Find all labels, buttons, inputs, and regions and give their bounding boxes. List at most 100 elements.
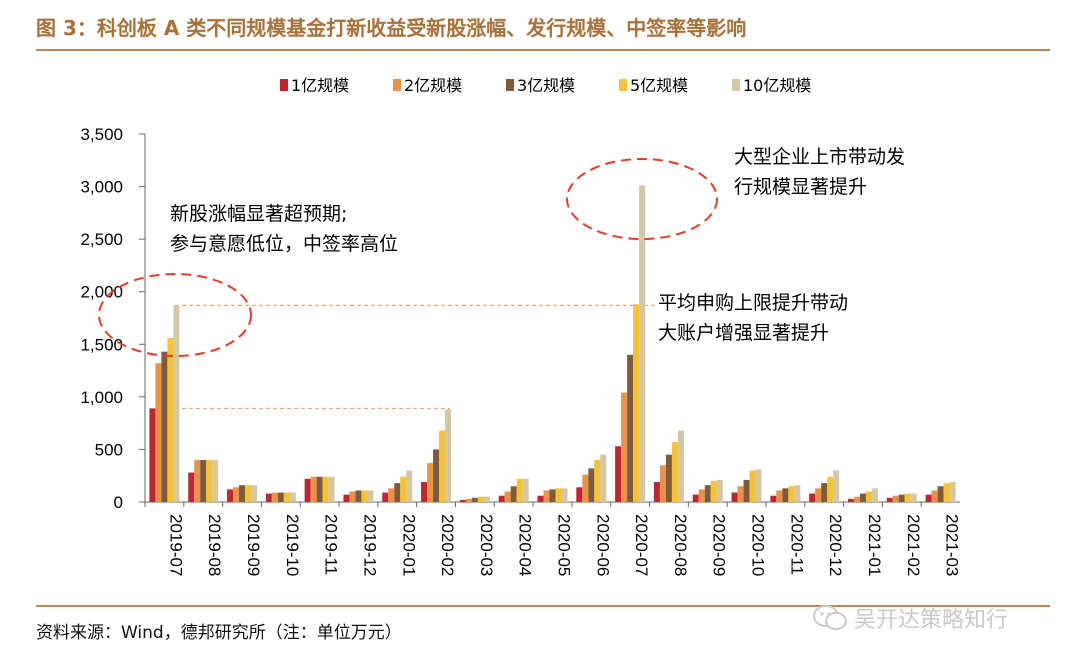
- x-tick-label: 2020-02: [438, 514, 457, 576]
- legend-label: 5亿规模: [630, 76, 688, 95]
- watermark-text: 吴开达策略知行: [854, 608, 1009, 633]
- bar: [194, 459, 201, 502]
- bar: [871, 488, 878, 502]
- bar: [149, 408, 156, 502]
- x-tick-label: 2019-11: [322, 514, 341, 575]
- bar: [821, 483, 828, 502]
- bar: [749, 470, 756, 502]
- x-tick-label: 2020-11: [787, 514, 806, 575]
- bar: [277, 492, 284, 502]
- bar: [233, 487, 240, 502]
- bar: [465, 498, 472, 502]
- x-tick-label: 2021-02: [904, 514, 923, 576]
- bar: [400, 476, 407, 502]
- bar: [206, 459, 213, 502]
- bar: [892, 495, 899, 502]
- bar: [627, 354, 634, 502]
- bar: [477, 496, 484, 502]
- bar: [704, 485, 711, 502]
- bar: [343, 494, 350, 502]
- bar: [710, 480, 717, 502]
- legend-label: 2亿规模: [404, 76, 462, 95]
- bar: [671, 442, 678, 502]
- bar: [561, 488, 568, 502]
- bar: [677, 430, 684, 502]
- bar: [367, 490, 374, 502]
- bar: [859, 493, 866, 502]
- x-tick-label: 2019-09: [244, 514, 263, 576]
- wechat-icon: [813, 605, 847, 630]
- legend-swatch: [280, 79, 288, 91]
- bar: [865, 491, 872, 502]
- bars: [144, 185, 956, 507]
- y-tick-label: 2,500: [80, 230, 123, 249]
- bar: [173, 305, 180, 502]
- x-tick-label: 2020-07: [632, 514, 651, 576]
- bar-chart: 0 500 1,000 1,500 2,000 2,500 3,000 3,500 2019-…: [80, 76, 961, 576]
- legend-swatch: [506, 79, 514, 91]
- annotation-line: 平均申购上限提升带动: [658, 292, 848, 314]
- bar: [265, 493, 272, 502]
- legend-label: 1亿规模: [291, 76, 349, 95]
- bar: [588, 468, 595, 502]
- bar: [737, 486, 744, 502]
- bar: [459, 499, 466, 502]
- bar: [161, 351, 168, 502]
- bar: [439, 430, 446, 502]
- bar: [227, 489, 234, 502]
- bar: [886, 497, 893, 502]
- bar: [361, 490, 368, 502]
- bar: [582, 474, 589, 502]
- bar: [504, 491, 511, 502]
- bar: [522, 478, 529, 502]
- bar: [600, 454, 607, 502]
- highlight-ellipse: [566, 158, 718, 240]
- bar: [212, 459, 219, 502]
- bar: [931, 490, 938, 502]
- bar: [743, 479, 750, 502]
- bar: [847, 498, 854, 502]
- annotation-text: 大型企业上市带动发行规模显著提升: [734, 146, 905, 198]
- bar: [910, 493, 917, 502]
- x-tick-label: 2019-12: [360, 514, 379, 576]
- x-tick-label: 2020-12: [826, 514, 845, 576]
- x-tick-label: 2020-05: [555, 514, 574, 576]
- bar: [555, 488, 562, 502]
- bar: [853, 496, 860, 502]
- y-tick-label: 0: [114, 493, 123, 512]
- bar: [794, 485, 801, 502]
- bar: [815, 488, 822, 502]
- bar: [776, 490, 783, 502]
- bar: [898, 494, 905, 502]
- bar: [621, 392, 628, 502]
- x-tick-label: 2020-06: [593, 514, 612, 576]
- bar: [937, 486, 944, 502]
- bar: [615, 446, 622, 502]
- x-tick-label: 2019-07: [166, 514, 185, 576]
- annotation-line: 大型企业上市带动发: [734, 146, 905, 168]
- x-tick-label: 2020-10: [749, 514, 768, 576]
- bar: [498, 495, 505, 502]
- bar: [653, 482, 660, 502]
- bar: [445, 409, 452, 502]
- bar: [349, 491, 356, 502]
- bar: [943, 483, 950, 502]
- bar: [904, 493, 911, 502]
- bar: [659, 465, 666, 502]
- bar: [271, 492, 278, 502]
- bar: [516, 478, 523, 502]
- bar: [576, 487, 583, 502]
- bar: [543, 490, 550, 502]
- bar: [483, 496, 490, 502]
- y-tick-label: 3,000: [80, 178, 123, 197]
- bar: [239, 485, 246, 502]
- y-tick-label: 1,000: [80, 388, 123, 407]
- bottom-rule: [36, 605, 1050, 607]
- watermark: 吴开达策略知行: [812, 602, 1008, 634]
- bar: [167, 337, 174, 502]
- annotation-line: 参与意愿低位，中签率高位: [170, 233, 398, 255]
- bar: [433, 449, 440, 502]
- reference-lines: [175, 304, 655, 409]
- highlight-ellipse: [98, 273, 252, 357]
- legend-label: 3亿规模: [517, 76, 575, 95]
